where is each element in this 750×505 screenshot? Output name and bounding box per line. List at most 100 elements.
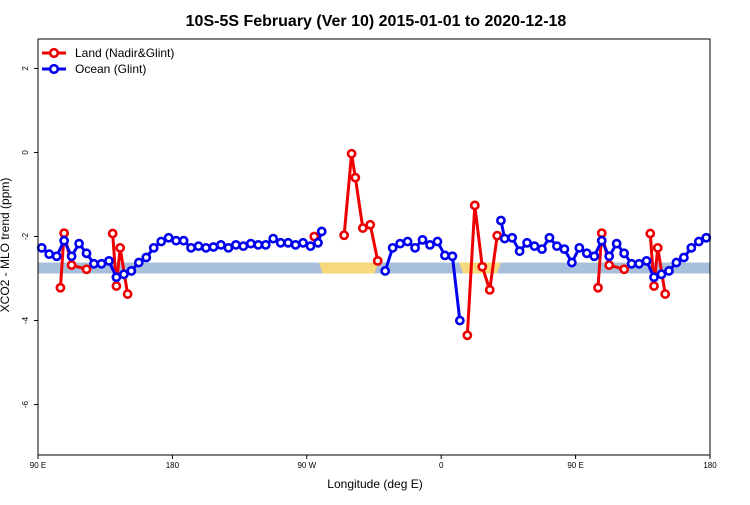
series-2-point: [216, 239, 226, 250]
series-2-point: [678, 252, 689, 263]
series-2: [36, 215, 712, 326]
series-1-point: [111, 281, 122, 291]
plot-frame: [37, 38, 711, 456]
series-1-point: [115, 242, 126, 253]
series-1-point: [59, 228, 70, 239]
series-2-point: [499, 233, 510, 244]
x-axis-label: Longitude (deg E): [327, 477, 422, 491]
series-2-point: [223, 242, 234, 253]
series-2-point: [529, 241, 540, 252]
series-2-point: [36, 242, 47, 253]
x-tick-label: 90 E: [30, 461, 46, 470]
series-2-point: [193, 241, 204, 252]
series-1-point: [469, 200, 480, 211]
series-1-point: [66, 260, 77, 270]
y-tick-label: 0: [21, 150, 30, 155]
series-1-point: [462, 330, 473, 341]
series-2-point: [686, 242, 697, 253]
series-2-point: [626, 258, 637, 269]
series-2-point: [701, 232, 712, 243]
series-2-point: [96, 258, 107, 269]
series-layer: [36, 148, 712, 341]
series-2-point: [581, 248, 592, 259]
series-1-point: [619, 264, 630, 275]
series-2-point: [454, 315, 465, 326]
x-tick-label: 90 W: [297, 461, 316, 470]
series-2-point: [141, 252, 152, 263]
series-1-point: [652, 242, 663, 253]
series-2-point: [440, 250, 450, 261]
series-2-point: [693, 236, 704, 247]
series-2-point: [283, 237, 294, 248]
series-2-point: [260, 239, 271, 250]
series-2-point: [619, 248, 630, 259]
series-2-point: [156, 236, 167, 247]
legend-item-2: Ocean (Glint): [42, 62, 146, 76]
series-2-point: [507, 232, 518, 243]
series-2-point: [410, 242, 420, 253]
x-tick-label: 180: [166, 461, 180, 470]
series-2-point: [566, 257, 577, 268]
series-2-point: [245, 238, 256, 249]
series-1-point: [81, 264, 92, 275]
series-2-point: [552, 241, 562, 252]
x-axis: 90 E 180 90 W 0 90 E 180: [30, 455, 717, 470]
series-2-point: [559, 244, 570, 255]
series-1-point: [372, 255, 383, 266]
series-2-point: [163, 232, 174, 243]
series-2-point: [186, 242, 196, 253]
series-2-point: [126, 266, 137, 276]
series-1-point: [122, 289, 133, 299]
series-2-point: [66, 251, 77, 262]
series-1-point: [346, 148, 357, 159]
series-2-point: [253, 239, 264, 250]
series-2-point: [664, 266, 674, 276]
series-2-point: [432, 236, 443, 247]
y-tick-label: -4: [21, 316, 30, 324]
series-2-point: [305, 241, 316, 252]
series-2-point: [74, 238, 84, 249]
series-2-point: [104, 255, 114, 266]
series-1-point: [596, 228, 607, 239]
series-2-point: [238, 241, 249, 252]
y-tick-label: -6: [21, 400, 30, 408]
y-tick-label: -2: [21, 232, 30, 240]
series-2-point: [111, 272, 122, 283]
series-2-point: [447, 251, 458, 262]
series-1-point: [365, 219, 376, 230]
series-2-point: [298, 237, 308, 248]
series-2-point: [59, 235, 70, 246]
x-tick-label: 0: [439, 461, 444, 470]
series-2-point: [201, 242, 211, 253]
series-2-point: [230, 239, 241, 250]
series-2-point: [634, 258, 644, 269]
series-2-point: [268, 233, 279, 244]
series-1-point: [660, 289, 671, 299]
series-2-point: [171, 235, 182, 246]
y-axis: 2 0 -2 -4 -6: [21, 66, 38, 408]
series-2-point: [641, 255, 652, 266]
series-2-point: [316, 226, 327, 237]
series-2-point: [611, 238, 622, 249]
series-1-line-4: [342, 152, 380, 262]
x-tick-label: 180: [703, 461, 717, 470]
series-2-point: [313, 237, 323, 248]
series-2-point: [133, 257, 144, 268]
series-2-point: [656, 269, 667, 280]
series-1-point: [350, 172, 361, 183]
series-2-point: [51, 251, 62, 262]
series-1-point: [593, 282, 603, 293]
series-2-point: [89, 258, 99, 269]
series-2-point: [178, 235, 189, 246]
series-2-point: [604, 251, 615, 262]
legend-label: Land (Nadir&Glint): [75, 46, 174, 60]
series-2-point: [496, 215, 506, 226]
series-2-point: [44, 249, 55, 260]
series-1-point: [645, 228, 656, 239]
y-axis-label: XCO2 - MLO trend (ppm): [0, 178, 12, 313]
series-1-point: [484, 284, 495, 295]
series-2-point: [596, 235, 607, 246]
legend: Land (Nadir&Glint) Ocean (Glint): [42, 46, 174, 76]
series-2-point: [387, 242, 398, 253]
